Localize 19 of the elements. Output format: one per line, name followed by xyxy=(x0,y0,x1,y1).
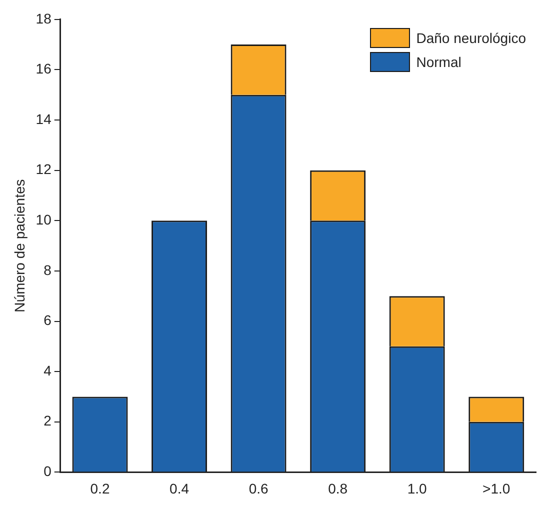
y-tick-label: 18 xyxy=(36,10,52,26)
x-tick-label: 0.8 xyxy=(328,480,348,496)
y-axis-title: Número de pacientes xyxy=(11,179,28,312)
y-tick-label: 2 xyxy=(44,412,52,429)
y-tick-label: 4 xyxy=(44,362,52,378)
y-tick-label: 14 xyxy=(36,110,52,127)
legend-label: Daño neurológico xyxy=(416,30,526,46)
y-tick-label: 6 xyxy=(44,312,52,328)
x-tick-label: >1.0 xyxy=(482,480,510,496)
y-tick-label: 10 xyxy=(36,212,52,228)
x-tick-label: 0.2 xyxy=(90,480,110,496)
y-tick-label: 12 xyxy=(36,161,52,178)
x-tick-label: 0.6 xyxy=(248,480,268,496)
x-tick-label: 0.4 xyxy=(170,480,190,496)
y-tick-label: 16 xyxy=(36,60,52,77)
x-tick-label: 1.0 xyxy=(407,480,428,496)
y-tick-label: 0 xyxy=(44,463,52,480)
legend-label: Normal xyxy=(416,54,462,70)
y-tick-label: 8 xyxy=(44,262,52,278)
